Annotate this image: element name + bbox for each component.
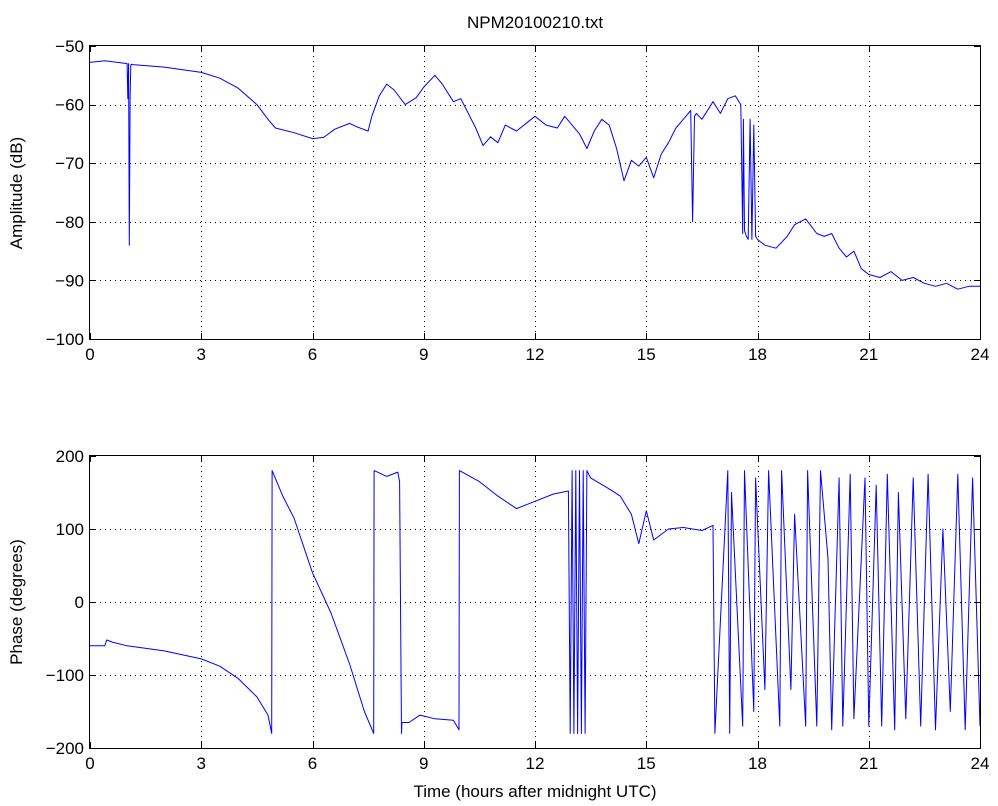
- phase-x-tick-label: 3: [197, 754, 206, 773]
- phase-x-axis-label: Time (hours after midnight UTC): [413, 782, 656, 801]
- amplitude-x-tick-label: 9: [419, 345, 428, 364]
- amplitude-x-tick-label: 0: [85, 345, 94, 364]
- amplitude-panel: NPM20100210.txt 0 3 6 9 12 15 18 21 24 −100 −90 −80…: [7, 13, 989, 364]
- amplitude-x-tick-label: 3: [197, 345, 206, 364]
- amplitude-x-tick-label: 6: [308, 345, 317, 364]
- amplitude-y-tick-label: −100: [46, 330, 84, 349]
- phase-axes-frame: [89, 455, 981, 749]
- amplitude-y-tick-label: −70: [55, 154, 84, 173]
- amplitude-x-tick-label: 12: [526, 345, 545, 364]
- phase-y-tick-label: 100: [56, 520, 84, 539]
- amplitude-y-tick-label: −50: [55, 37, 84, 56]
- phase-y-axis-label: Phase (degrees): [7, 539, 26, 665]
- amplitude-y-axis-label: Amplitude (dB): [7, 137, 26, 249]
- phase-x-tick-label: 24: [971, 754, 990, 773]
- phase-x-tick-label: 15: [637, 754, 656, 773]
- amplitude-series-line: [89, 60, 980, 290]
- phase-series-line: [90, 470, 981, 734]
- phase-x-tick-label: 9: [419, 754, 428, 773]
- amplitude-x-tick-label: 15: [637, 345, 656, 364]
- phase-x-tick-label: 12: [526, 754, 545, 773]
- amplitude-x-tick-label: 21: [859, 345, 878, 364]
- phase-y-tick-label: −100: [46, 666, 84, 685]
- phase-y-tick-label: −200: [46, 739, 84, 758]
- amplitude-grid: [90, 46, 980, 339]
- phase-ticks: 0 3 6 9 12 15 18 21 24 −200 −100 0 100 200: [46, 447, 990, 773]
- amplitude-ticks: 0 3 6 9 12 15 18 21 24 −100 −90 −80 −70 −60 −50: [46, 37, 990, 364]
- amplitude-y-tick-label: −80: [55, 213, 84, 232]
- phase-x-tick-label: 18: [748, 754, 767, 773]
- amplitude-y-tick-label: −60: [55, 96, 84, 115]
- phase-grid: [90, 456, 980, 748]
- chart-title: NPM20100210.txt: [467, 13, 603, 32]
- amplitude-axes-frame: [89, 45, 981, 340]
- phase-y-tick-label: 200: [56, 447, 84, 466]
- amplitude-x-tick-label: 24: [971, 345, 990, 364]
- phase-panel: 0 3 6 9 12 15 18 21 24 −200 −100 0 100 200 Phase (deg…: [7, 447, 989, 801]
- phase-y-tick-label: 0: [75, 593, 84, 612]
- amplitude-x-tick-label: 18: [748, 345, 767, 364]
- phase-x-tick-label: 0: [85, 754, 94, 773]
- amplitude-y-tick-label: −90: [55, 271, 84, 290]
- phase-x-tick-label: 21: [859, 754, 878, 773]
- phase-x-tick-label: 6: [308, 754, 317, 773]
